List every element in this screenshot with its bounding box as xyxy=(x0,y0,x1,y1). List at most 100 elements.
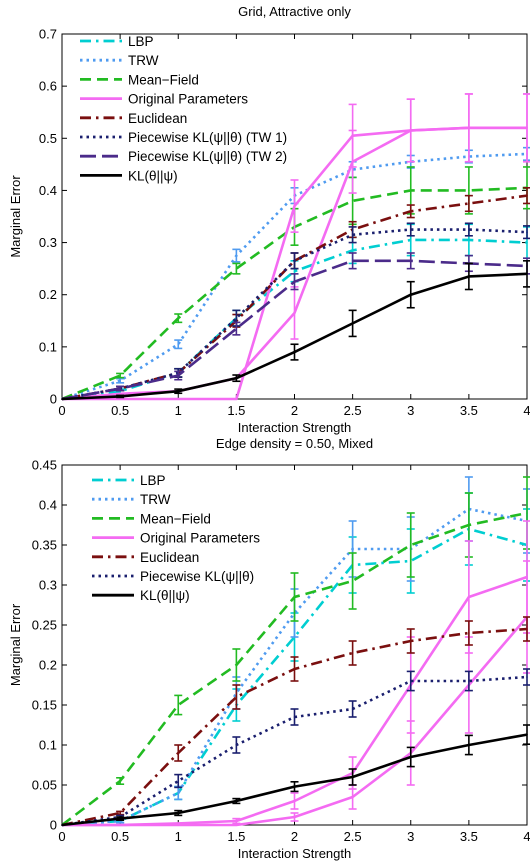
data-point xyxy=(468,127,470,129)
x-tick-label: 4 xyxy=(523,403,530,418)
y-tick-label: 0.3 xyxy=(39,235,57,250)
y-tick-label: 0 xyxy=(50,392,57,407)
legend-label: Original Parameters xyxy=(128,92,248,107)
legend: LBP TRW Mean−Field Original Parameters Eucli… xyxy=(80,34,287,183)
data-point xyxy=(409,239,412,241)
chart-panel-1: Grid, Attractive only 0 0.5 1 1.5 2 2.5 3 3.5 4 0 0… xyxy=(8,4,530,435)
data-point xyxy=(235,267,238,270)
legend-label: LBP xyxy=(140,473,166,488)
legend-label: LBP xyxy=(128,34,154,49)
data-point xyxy=(119,817,121,820)
data-point xyxy=(526,194,528,197)
data-point xyxy=(235,377,238,379)
data-point xyxy=(351,580,354,582)
data-point xyxy=(177,780,180,782)
data-point xyxy=(351,249,354,252)
y-tick-label: 0.05 xyxy=(32,778,57,793)
data-point xyxy=(409,260,412,262)
data-point xyxy=(119,812,121,814)
y-tick-label: 0.45 xyxy=(32,458,57,473)
data-point xyxy=(177,752,180,754)
data-point xyxy=(293,785,296,788)
legend-label: Piecewise KL(ψ||θ) (TW 1) xyxy=(128,130,287,145)
data-point xyxy=(119,387,121,390)
data-point xyxy=(409,544,412,546)
data-point xyxy=(351,796,354,798)
y-tick-label: 0.25 xyxy=(32,618,57,633)
data-point xyxy=(468,524,470,526)
y-tick-label: 0.7 xyxy=(39,27,57,42)
x-tick-label: 1 xyxy=(175,829,182,844)
data-point xyxy=(526,127,528,129)
data-point xyxy=(409,640,412,642)
data-point xyxy=(293,260,296,262)
data-point xyxy=(61,398,63,400)
data-point xyxy=(177,704,180,706)
y-tick-label: 0.2 xyxy=(39,287,57,302)
series-4 xyxy=(61,93,530,401)
data-point xyxy=(526,733,528,736)
data-point xyxy=(177,317,180,319)
data-point xyxy=(409,680,412,682)
data-point xyxy=(235,696,238,698)
x-tick-label: 3 xyxy=(407,829,414,844)
y-tick-label: 0.4 xyxy=(39,498,57,513)
x-tick-label: 4 xyxy=(523,829,530,844)
x-tick-label: 0 xyxy=(58,829,65,844)
data-point xyxy=(293,800,296,802)
data-point xyxy=(468,596,470,598)
data-point xyxy=(293,668,296,670)
series-5 xyxy=(61,616,530,827)
data-point xyxy=(468,632,470,634)
series-7 xyxy=(61,724,530,827)
x-tick-label: 1.5 xyxy=(227,829,245,844)
data-point xyxy=(293,351,296,353)
data-point xyxy=(409,228,412,231)
data-point xyxy=(177,343,180,346)
legend-label: Mean−Field xyxy=(140,511,211,526)
data-point xyxy=(351,160,354,163)
data-point xyxy=(351,652,354,654)
y-tick-label: 0.1 xyxy=(39,339,57,354)
legend-label: Mean−Field xyxy=(128,72,199,87)
data-point xyxy=(235,664,238,666)
data-point xyxy=(235,744,238,746)
data-point xyxy=(119,780,121,782)
series-6 xyxy=(61,668,530,827)
legend-label: KL(θ||ψ) xyxy=(128,168,178,183)
data-point xyxy=(526,676,528,678)
data-point xyxy=(409,189,412,192)
y-tick-label: 0 xyxy=(50,818,57,833)
series-8 xyxy=(61,260,530,401)
x-tick-label: 0.5 xyxy=(111,403,129,418)
legend-label: TRW xyxy=(128,53,159,68)
y-axis-label: Marginal Error xyxy=(8,603,23,686)
x-tick-label: 0.5 xyxy=(111,829,129,844)
data-point xyxy=(119,824,121,826)
x-tick-label: 3.5 xyxy=(460,403,478,418)
data-point xyxy=(351,776,354,778)
data-point xyxy=(235,820,238,822)
data-point xyxy=(293,816,296,818)
data-point xyxy=(235,800,238,802)
x-axis-label: Interaction Strength xyxy=(238,846,351,861)
x-tick-label: 2.5 xyxy=(344,829,362,844)
data-point xyxy=(468,239,470,241)
data-point xyxy=(409,756,412,758)
data-point xyxy=(468,202,470,205)
data-point xyxy=(409,129,412,132)
data-point xyxy=(61,824,63,826)
data-point xyxy=(119,392,121,395)
data-point xyxy=(351,200,354,202)
data-point xyxy=(235,317,238,319)
y-tick-label: 0.3 xyxy=(39,578,57,593)
x-tick-label: 1.5 xyxy=(227,403,245,418)
data-point xyxy=(409,210,412,213)
data-point xyxy=(293,280,296,283)
x-tick-label: 0 xyxy=(58,403,65,418)
legend-label: TRW xyxy=(140,492,171,507)
legend-label: Euclidean xyxy=(140,550,199,565)
x-tick-label: 3 xyxy=(407,403,414,418)
data-point xyxy=(177,812,180,814)
data-point xyxy=(293,596,296,598)
